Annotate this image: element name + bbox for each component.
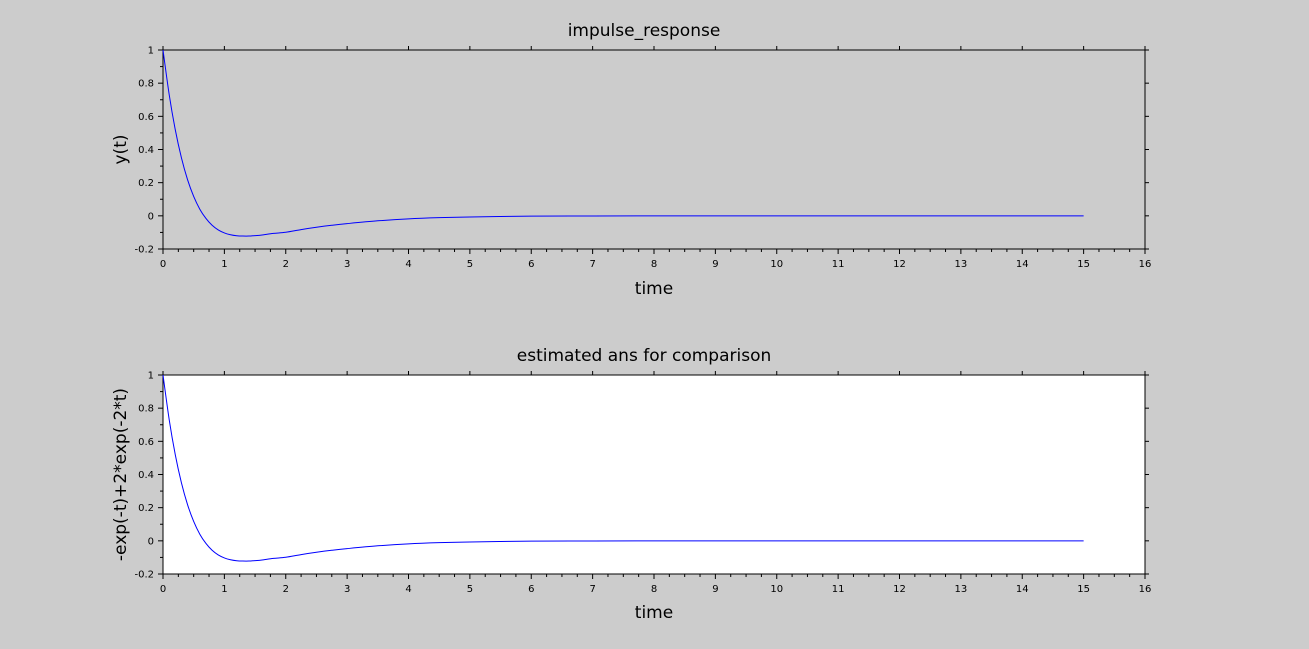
x-tick-label: 5	[467, 259, 473, 270]
x-tick-label: 3	[344, 584, 350, 595]
y-axis-ticks	[158, 374, 1149, 575]
series-line	[162, 374, 1084, 562]
y-tick-label: 0.6	[138, 112, 154, 123]
x-tick-label: 3	[344, 259, 350, 270]
axes-2: 0 1 2 3 4 5 6 7 8 9 10 11 12 13 14 15 16-0.200.20.40.60.…	[111, 346, 1151, 623]
x-tick-label: 5	[467, 584, 473, 595]
x-tick-label: 16	[1139, 584, 1152, 595]
x-tick-label: 15	[1077, 584, 1090, 595]
x-tick-label: 8	[651, 584, 657, 595]
y-tick-label: 0	[148, 211, 154, 222]
y-axis-ticks	[158, 49, 1149, 250]
plot-title: impulse_response	[568, 21, 721, 41]
y-tick-label: 0	[148, 536, 154, 547]
x-axis-label: time	[635, 279, 673, 299]
x-tick-label: 13	[955, 259, 968, 270]
x-tick-label: 12	[893, 584, 906, 595]
x-tick-label: 1	[221, 259, 227, 270]
x-tick-label: 0	[160, 584, 166, 595]
plot-title: estimated ans for comparison	[517, 346, 772, 366]
y-tick-label: -0.2	[134, 245, 154, 256]
y-tick-label: 0.2	[138, 503, 154, 514]
x-tick-label: 11	[832, 584, 845, 595]
x-tick-label: 1	[221, 584, 227, 595]
y-tick-label: -0.2	[134, 570, 154, 581]
plot-area	[162, 374, 1146, 575]
x-tick-label: 13	[955, 584, 968, 595]
x-tick-label: 4	[405, 259, 411, 270]
x-axis-ticks	[162, 371, 1146, 579]
y-tick-label: 1	[148, 46, 154, 57]
x-tick-label: 6	[528, 259, 534, 270]
x-tick-label: 8	[651, 259, 657, 270]
x-tick-label: 2	[283, 259, 289, 270]
series-line	[162, 49, 1084, 237]
x-tick-label: 11	[832, 259, 845, 270]
y-tick-label: 0.4	[138, 470, 154, 481]
x-tick-label: 6	[528, 584, 534, 595]
y-tick-label: 0.8	[138, 404, 154, 415]
y-tick-label: 1	[148, 371, 154, 382]
x-axis-ticks	[162, 46, 1146, 254]
x-axis-label: time	[635, 603, 673, 623]
y-axis-label: -exp(-t)+2*exp(-2*t)	[111, 388, 131, 561]
axes-1: 0 1 2 3 4 5 6 7 8 9 10 11 12 13 14 15 16-0.200.20.40.60.…	[111, 21, 1151, 299]
x-tick-label: 0	[160, 259, 166, 270]
y-tick-label: 0.6	[138, 437, 154, 448]
x-tick-label: 7	[589, 584, 595, 595]
x-tick-label: 4	[405, 584, 411, 595]
y-axis-label: y(t)	[111, 135, 131, 165]
x-tick-label: 16	[1139, 259, 1152, 270]
y-tick-label: 0.2	[138, 178, 154, 189]
x-tick-label: 9	[712, 584, 718, 595]
x-tick-label: 9	[712, 259, 718, 270]
x-tick-label: 10	[770, 584, 783, 595]
x-tick-label: 10	[770, 259, 783, 270]
x-tick-label: 7	[589, 259, 595, 270]
x-tick-label: 14	[1016, 259, 1029, 270]
x-tick-label: 14	[1016, 584, 1029, 595]
x-tick-label: 15	[1077, 259, 1090, 270]
x-tick-label: 2	[283, 584, 289, 595]
plot-area	[162, 49, 1146, 250]
y-tick-label: 0.8	[138, 79, 154, 90]
y-tick-label: 0.4	[138, 145, 154, 156]
x-tick-label: 12	[893, 259, 906, 270]
